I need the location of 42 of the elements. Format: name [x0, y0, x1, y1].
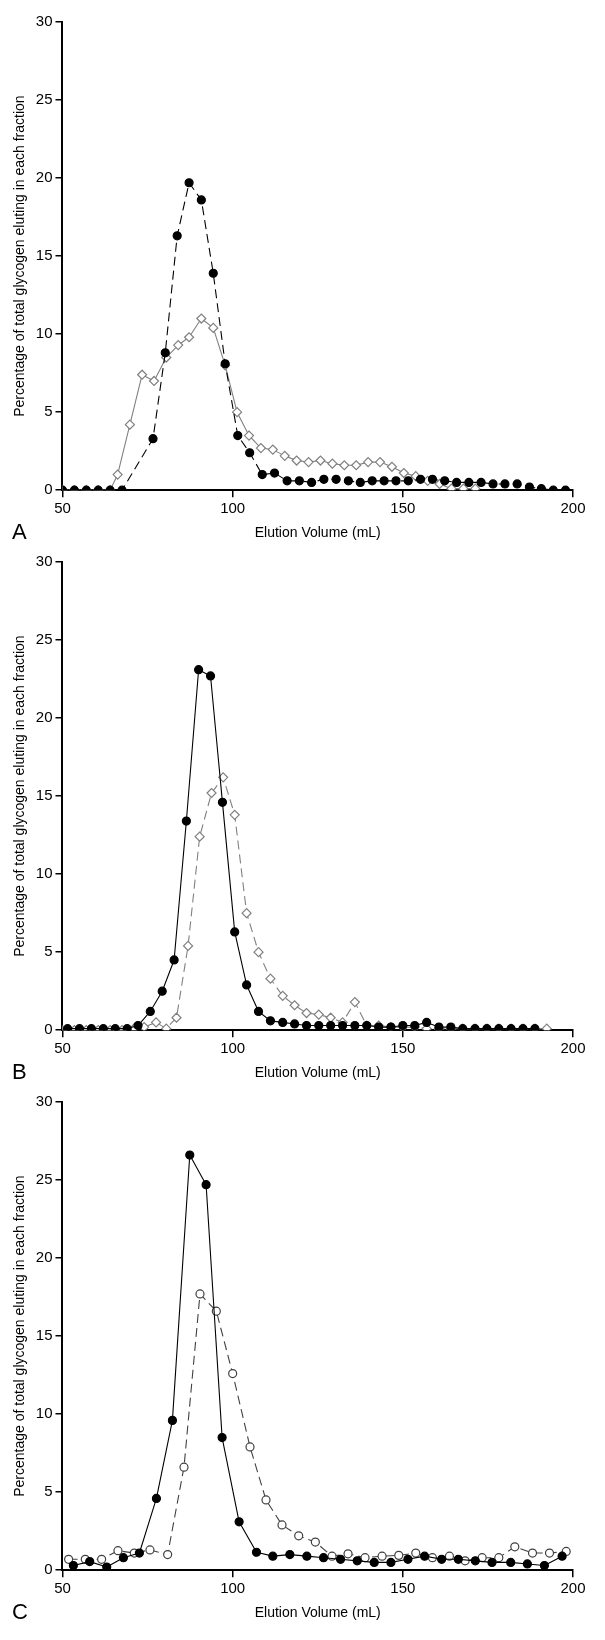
y-tick-label: 20 — [35, 708, 53, 726]
y-axis-title: Percentage of total glycogen eluting in each fraction — [11, 1175, 28, 1497]
y-tick-label: 20 — [35, 1248, 53, 1266]
y-tick-label: 0 — [44, 1560, 53, 1578]
text: C — [12, 1599, 28, 1625]
text: A — [12, 519, 27, 545]
y-axis-title: Percentage of total glycogen eluting in each fraction — [11, 95, 28, 417]
x-tick-label: 150 — [390, 1579, 416, 1597]
y-tick-label: 20 — [35, 168, 53, 186]
y-tick-label: 5 — [44, 1482, 53, 1500]
y-tick-label: 25 — [35, 90, 53, 108]
y-tick-label: 10 — [35, 1404, 53, 1422]
y-tick-label: 5 — [44, 942, 53, 960]
x-tick-label: 200 — [560, 499, 586, 517]
x-tick-label: 100 — [220, 1039, 246, 1057]
y-tick-label: 10 — [35, 864, 53, 882]
x-tick-label: 50 — [54, 1039, 71, 1057]
y-tick-label: 10 — [35, 324, 53, 342]
x-axis-title: Elution Volume (mL) — [254, 1064, 381, 1081]
y-tick-label: 25 — [35, 1170, 53, 1188]
y-tick-label: 15 — [35, 1326, 53, 1344]
y-tick-label: 30 — [35, 12, 53, 30]
y-tick-label: 30 — [35, 552, 53, 570]
x-tick-label: 150 — [390, 499, 416, 517]
x-tick-label: 100 — [220, 499, 246, 517]
x-tick-label: 50 — [54, 499, 71, 517]
y-tick-label: 0 — [44, 480, 53, 498]
y-axis-title: Percentage of total glycogen eluting in each fraction — [11, 635, 28, 957]
y-tick-label: 15 — [35, 786, 53, 804]
text: B — [12, 1059, 27, 1085]
y-tick-label: 25 — [35, 630, 53, 648]
x-tick-label: 150 — [390, 1039, 416, 1057]
x-axis-title: Elution Volume (mL) — [254, 1604, 381, 1621]
y-tick-label: 30 — [35, 1092, 53, 1110]
x-tick-label: 200 — [560, 1579, 586, 1597]
x-tick-label: 50 — [54, 1579, 71, 1597]
x-axis-title: Elution Volume (mL) — [254, 524, 381, 541]
x-tick-label: 200 — [560, 1039, 586, 1057]
y-tick-label: 5 — [44, 402, 53, 420]
y-tick-label: 0 — [44, 1020, 53, 1038]
y-tick-label: 15 — [35, 246, 53, 264]
x-tick-label: 100 — [220, 1579, 246, 1597]
